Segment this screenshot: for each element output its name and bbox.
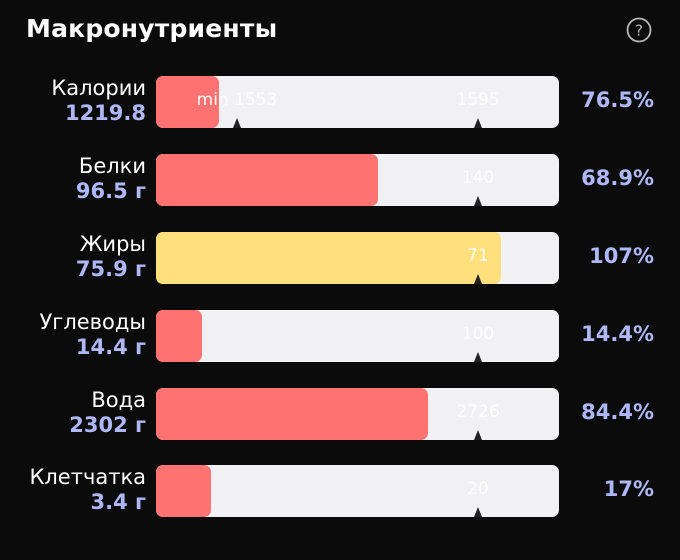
progress-fill	[156, 232, 501, 284]
target-label: 1595	[456, 90, 500, 110]
target-tick-icon	[474, 118, 482, 128]
nutrient-row: Калории 1219.8 min 1553 1595 76.5%	[0, 76, 680, 128]
progress-fill	[156, 154, 378, 206]
nutrient-value: 3.4 г	[90, 490, 146, 514]
help-button[interactable]: ?	[626, 17, 652, 43]
progress-track: 2726	[156, 388, 559, 440]
progress-track: 71	[156, 232, 559, 284]
nutrient-value: 1219.8	[64, 101, 146, 125]
target-tick-icon	[233, 118, 241, 128]
target-label: 100	[461, 324, 495, 344]
percent-value: 84.4%	[581, 400, 654, 424]
nutrient-row: Белки 96.5 г 140 68.9%	[0, 154, 680, 206]
percent-value: 76.5%	[581, 88, 654, 112]
nutrient-label: Белки	[78, 154, 146, 178]
target-label: 20	[467, 479, 489, 499]
question-circle-icon: ?	[626, 17, 652, 43]
nutrient-value: 2302 г	[69, 413, 146, 437]
nutrient-label: Клетчатка	[29, 465, 146, 489]
nutrient-label: Жиры	[79, 232, 146, 256]
nutrient-row: Углеводы 14.4 г 100 14.4%	[0, 310, 680, 362]
progress-fill	[156, 465, 211, 517]
percent-value: 68.9%	[581, 166, 654, 190]
target-tick-icon	[474, 430, 482, 440]
help-glyph: ?	[635, 22, 643, 40]
nutrient-value: 96.5 г	[75, 179, 146, 203]
nutrient-row: Вода 2302 г 2726 84.4%	[0, 388, 680, 440]
target-tick-icon	[474, 507, 482, 517]
target-tick-icon	[474, 274, 482, 284]
target-tick-icon	[474, 196, 482, 206]
section-title: Макронутриенты	[26, 14, 278, 43]
progress-fill	[156, 76, 219, 128]
progress-fill	[156, 388, 428, 440]
nutrient-value: 14.4 г	[75, 335, 146, 359]
target-label: 140	[461, 168, 495, 188]
progress-track: 140	[156, 154, 559, 206]
percent-value: 107%	[589, 244, 654, 268]
nutrient-row: Клетчатка 3.4 г 20 17%	[0, 465, 680, 517]
percent-value: 14.4%	[581, 322, 654, 346]
nutrient-value: 75.9 г	[75, 257, 146, 281]
nutrient-label: Углеводы	[39, 310, 147, 334]
target-label: 2726	[456, 402, 500, 422]
target-label: min 1553	[196, 90, 278, 110]
nutrient-label: Калории	[51, 76, 146, 100]
progress-track: 20	[156, 465, 559, 517]
progress-fill	[156, 310, 202, 362]
progress-track: min 1553 1595	[156, 76, 559, 128]
percent-value: 17%	[603, 477, 654, 501]
target-label: 71	[467, 246, 489, 266]
nutrient-label: Вода	[91, 388, 146, 412]
nutrient-row: Жиры 75.9 г 71 107%	[0, 232, 680, 284]
target-tick-icon	[474, 352, 482, 362]
progress-track: 100	[156, 310, 559, 362]
